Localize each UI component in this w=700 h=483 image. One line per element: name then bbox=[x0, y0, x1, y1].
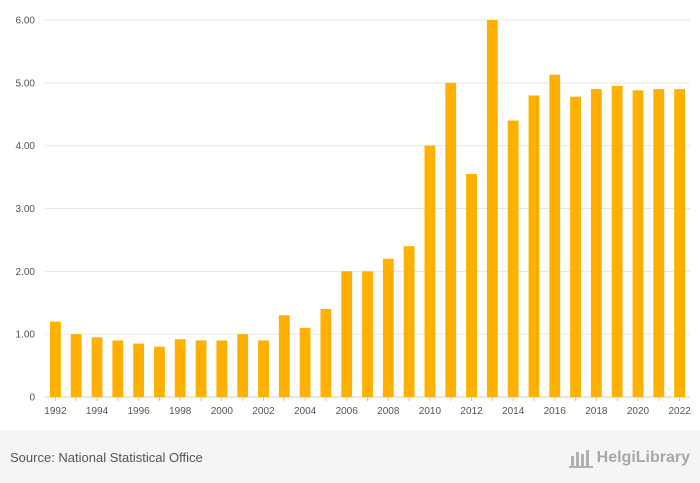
bar-2006 bbox=[341, 271, 353, 397]
bar-2008 bbox=[382, 258, 394, 397]
bar-2016 bbox=[549, 74, 561, 397]
source-note: Source: National Statistical Office bbox=[10, 450, 203, 465]
y-tick-label: 1.00 bbox=[16, 330, 36, 341]
x-tick-label: 2020 bbox=[627, 406, 650, 417]
y-tick-label: 2.00 bbox=[16, 267, 36, 278]
x-tick-label: 1994 bbox=[86, 406, 109, 417]
bar-2007 bbox=[362, 271, 373, 397]
helgi-library-logo-icon bbox=[568, 450, 593, 468]
bar-1995 bbox=[112, 340, 124, 397]
bar-1996 bbox=[133, 343, 145, 397]
bar-1997 bbox=[154, 346, 165, 397]
y-tick-label: 3.00 bbox=[16, 204, 36, 215]
bar-1992 bbox=[49, 321, 61, 397]
x-tick-label: 2008 bbox=[377, 406, 400, 417]
x-tick-label: 2002 bbox=[252, 406, 275, 417]
bar-2017 bbox=[570, 96, 581, 397]
bar-2011 bbox=[445, 82, 457, 397]
bar-1994 bbox=[91, 337, 103, 397]
bar-1999 bbox=[195, 340, 207, 397]
x-tick-label: 1998 bbox=[169, 406, 192, 417]
y-tick-label: 6.00 bbox=[16, 16, 36, 27]
bar-2000 bbox=[216, 340, 228, 397]
x-tick-label: 2000 bbox=[211, 406, 234, 417]
chart-svg: 0 1.00 2.00 3.00 4.00 5.00 6.00 1992 1994 1996 199… bbox=[16, 16, 692, 418]
bar-2022 bbox=[674, 89, 686, 397]
chart-footer: Source: National Statistical Office Helg… bbox=[0, 430, 700, 483]
x-tick-label: 1996 bbox=[128, 406, 151, 417]
x-tick-label: 2016 bbox=[544, 406, 567, 417]
brand-logo[interactable]: HelgiLibrary bbox=[568, 448, 690, 468]
x-tick-label: 2004 bbox=[294, 406, 317, 417]
bar-2013 bbox=[486, 20, 498, 397]
bar-2018 bbox=[590, 89, 602, 397]
y-tick-label: 5.00 bbox=[16, 78, 36, 89]
bar-2012 bbox=[466, 173, 477, 397]
x-tick-label: 2014 bbox=[502, 406, 525, 417]
bar-2010 bbox=[424, 145, 436, 397]
x-tick-label: 1992 bbox=[44, 406, 67, 417]
x-tick-label: 2010 bbox=[419, 406, 442, 417]
bar-2003 bbox=[278, 315, 290, 397]
x-tick-label: 2018 bbox=[585, 406, 608, 417]
bar-2002 bbox=[258, 340, 269, 397]
bar-1993 bbox=[70, 334, 82, 397]
y-tick-label: 4.00 bbox=[16, 141, 36, 152]
bar-2005 bbox=[320, 309, 332, 397]
bar-2015 bbox=[528, 95, 540, 398]
x-tick-label: 2006 bbox=[336, 406, 359, 417]
logo-text: HelgiLibrary bbox=[596, 449, 690, 466]
bar-2004 bbox=[299, 327, 311, 397]
bar-2009 bbox=[403, 246, 415, 397]
bar-chart: 0 1.00 2.00 3.00 4.00 5.00 6.00 1992 1994 1996 199… bbox=[16, 16, 692, 418]
bar-2020 bbox=[632, 90, 644, 397]
bar-2019 bbox=[611, 85, 623, 397]
bar-2001 bbox=[237, 334, 249, 397]
x-tick-label: 2022 bbox=[668, 406, 691, 417]
bar-2021 bbox=[653, 89, 665, 397]
x-tick-label: 2012 bbox=[460, 406, 483, 417]
bar-2014 bbox=[507, 120, 519, 398]
bar-1998 bbox=[174, 339, 186, 397]
y-tick-label: 0 bbox=[29, 393, 35, 404]
